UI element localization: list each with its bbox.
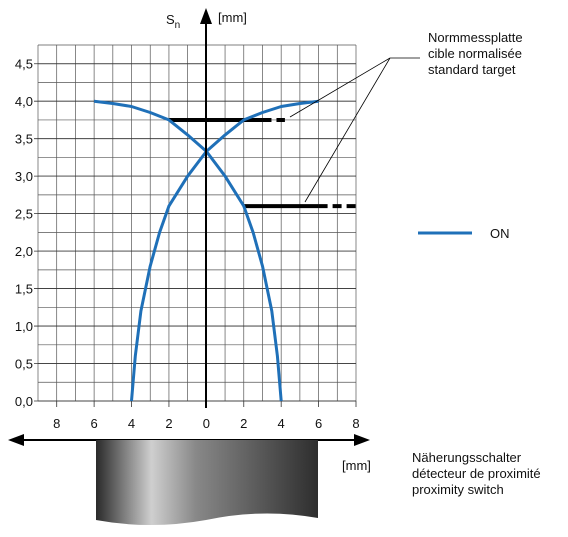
leader-line [289, 57, 391, 118]
y-tick-label: 1,0 [15, 319, 33, 334]
x-tick-label: 2 [240, 416, 247, 431]
y-axis-arrow [200, 8, 212, 24]
y-tick-label: 0,0 [15, 394, 33, 409]
y-tick-label: 4,0 [15, 94, 33, 109]
y-unit: [mm] [218, 10, 247, 25]
x-tick-label: 6 [315, 416, 322, 431]
x-tick-label: 6 [91, 416, 98, 431]
arrow-head [354, 434, 370, 446]
target-label: cible normalisée [428, 46, 522, 61]
curve [130, 99, 319, 402]
x-tick-label: 4 [278, 416, 285, 431]
x-tick-label: 4 [128, 416, 135, 431]
x-unit: [mm] [342, 458, 371, 473]
y-tick-label: 3,5 [15, 132, 33, 147]
y-tick-label: 2,5 [15, 207, 33, 222]
y-tick-label: 4,5 [15, 57, 33, 72]
x-tick-label: 0 [203, 416, 210, 431]
y-tick-label: 0,5 [15, 357, 33, 372]
leader-line [304, 57, 391, 203]
y-tick-label: 3,0 [15, 169, 33, 184]
proximity-switch [96, 440, 318, 525]
legend-label: ON [490, 226, 510, 241]
switch-label: détecteur de proximité [412, 466, 541, 481]
y-label: Sn [166, 12, 180, 31]
x-tick-label: 8 [53, 416, 60, 431]
curve [93, 99, 283, 402]
target-label: Normmessplatte [428, 30, 523, 45]
y-tick-label: 1,5 [15, 282, 33, 297]
x-tick-label: 2 [165, 416, 172, 431]
x-tick-label: 8 [352, 416, 359, 431]
grid [34, 44, 357, 407]
switch-label: Näherungsschalter [412, 450, 522, 465]
target-label: standard target [428, 62, 516, 77]
switch-label: proximity switch [412, 482, 504, 497]
arrow-head [8, 434, 24, 446]
marks [93, 99, 356, 402]
y-tick-label: 2,0 [15, 244, 33, 259]
